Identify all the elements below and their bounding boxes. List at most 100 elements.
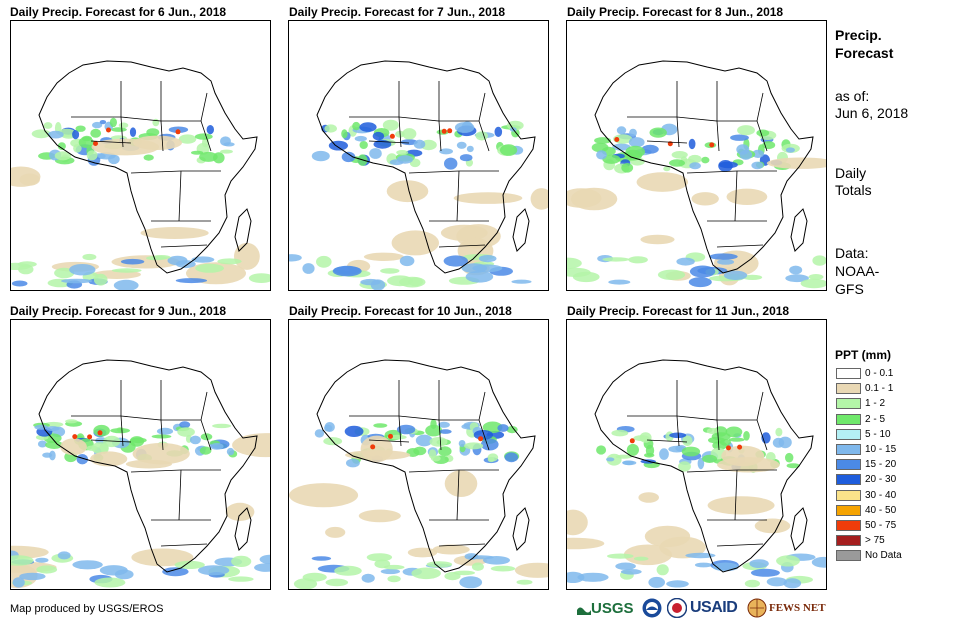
storm-cell	[633, 556, 649, 561]
storm-cell	[744, 579, 760, 588]
legend-swatch	[836, 413, 861, 425]
country-border	[734, 469, 738, 521]
country-border	[398, 81, 440, 122]
drizzle-patch	[567, 537, 605, 550]
storm-cell	[332, 265, 362, 277]
legend-label: 0.1 - 1	[865, 383, 894, 395]
storm-cell	[334, 565, 362, 576]
legend-row: > 75	[836, 534, 885, 547]
storm-cell	[316, 255, 332, 268]
precip-cell	[622, 460, 634, 466]
precip-cell	[373, 423, 388, 428]
country-border	[646, 439, 688, 443]
precip-cell	[397, 155, 413, 164]
legend-swatch	[836, 504, 861, 516]
country-border	[439, 391, 486, 421]
usaid-logo-text: USAID	[690, 599, 738, 616]
country-border	[438, 543, 486, 547]
drizzle-patch	[289, 483, 359, 508]
precip-cell	[728, 437, 745, 442]
usgs-logo-text: USGS	[591, 599, 634, 617]
storm-cell	[82, 253, 97, 261]
storm-cell	[459, 576, 483, 589]
precip-cell	[42, 452, 53, 458]
drizzle-patch	[640, 234, 675, 245]
intense-cell	[629, 438, 635, 444]
precip-cell	[72, 129, 80, 140]
storm-cell	[490, 565, 516, 572]
precip-cell	[663, 166, 671, 172]
precip-cell	[616, 126, 627, 135]
storm-cell	[567, 571, 585, 583]
legend-label: 0 - 0.1	[865, 368, 894, 379]
country-border	[676, 81, 718, 122]
precip-cell	[413, 139, 426, 149]
map-drawing	[567, 359, 826, 589]
storm-cell	[812, 255, 826, 266]
storm-cell	[411, 567, 441, 580]
storm-cell	[217, 258, 242, 265]
drizzle-patch	[60, 438, 87, 456]
precip-cell	[756, 129, 770, 137]
legend-label: 20 - 30	[865, 474, 897, 486]
storm-cell	[228, 576, 254, 582]
storm-cell	[175, 260, 196, 269]
precip-cell	[220, 149, 233, 154]
country-border	[676, 116, 680, 148]
precip-cell	[775, 427, 783, 437]
fews-net-text: FEWS NET	[769, 602, 826, 614]
storm-cell	[11, 280, 28, 287]
precip-cell	[324, 124, 337, 133]
country-border	[71, 380, 122, 417]
legend-row: 50 - 75	[836, 519, 896, 532]
precip-cell	[110, 428, 130, 434]
precip-cell	[464, 442, 484, 450]
legend-label: 2 - 5	[865, 413, 886, 425]
legend-label: 50 - 75	[865, 520, 897, 531]
precip-cell	[178, 134, 197, 144]
precip-cell	[615, 454, 632, 459]
precip-cell	[396, 150, 409, 155]
drizzle-patch	[131, 548, 194, 567]
precip-cell	[324, 422, 335, 432]
country-border	[676, 415, 680, 447]
precip-cell	[785, 452, 794, 463]
storm-cell	[302, 263, 315, 274]
storm-cell	[472, 264, 503, 273]
precip-cell	[480, 438, 499, 451]
drizzle-patch	[636, 172, 688, 192]
precip-cell	[341, 151, 356, 163]
map-drawing	[289, 60, 548, 290]
country-border	[717, 92, 764, 122]
storm-cell	[742, 274, 763, 280]
usaid-logo: USAID	[690, 596, 738, 620]
intense-cell	[72, 434, 78, 440]
country-border	[686, 170, 777, 174]
precip-cell	[494, 126, 503, 137]
storm-cell	[689, 265, 716, 278]
as-of-date: Jun 6, 2018	[835, 105, 909, 121]
forecast-map-6	[566, 319, 827, 590]
precip-cell	[628, 137, 645, 148]
precip-cell	[118, 122, 129, 129]
legend-title: PPT (mm)	[835, 348, 892, 362]
panel-title-6: Daily Precip. Forecast for 11 Jun., 2018	[567, 304, 790, 318]
precip-cell	[65, 419, 78, 424]
legend-row: 20 - 30	[836, 473, 896, 486]
precip-cell	[191, 150, 204, 155]
precip-cell	[34, 424, 48, 430]
drizzle-patch	[360, 435, 393, 463]
precip-cell	[708, 436, 726, 444]
continent-outline	[316, 359, 536, 573]
storm-cell	[12, 577, 25, 588]
precip-cell	[396, 424, 416, 435]
storm-cell	[694, 562, 713, 568]
precip-cell	[702, 454, 718, 463]
storm-cell	[366, 553, 393, 562]
legend-swatch	[836, 444, 861, 455]
precip-cell	[444, 157, 458, 170]
precip-cell	[688, 138, 696, 150]
precip-cell	[226, 447, 235, 456]
drizzle-patch	[440, 224, 488, 241]
precip-cell	[659, 448, 669, 460]
